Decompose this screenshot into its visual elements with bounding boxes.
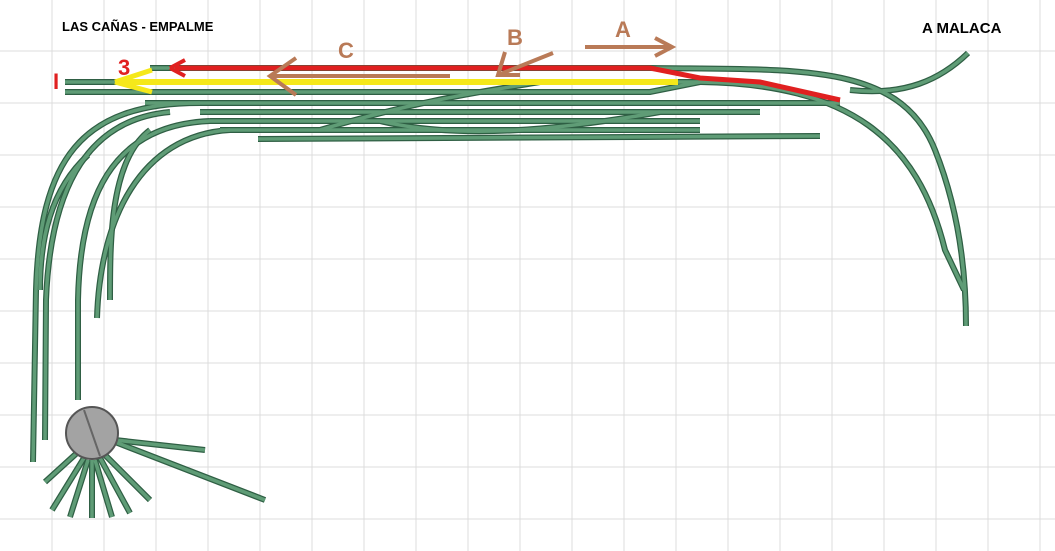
arrow-a: [585, 36, 677, 58]
tracks: [33, 53, 968, 518]
label-track-1: I: [53, 69, 59, 94]
label-a: A: [615, 17, 631, 42]
title: LAS CAÑAS - EMPALME: [62, 19, 214, 34]
arrow-b: [495, 51, 554, 77]
label-c: C: [338, 38, 354, 63]
label-track-3: 3: [118, 55, 130, 80]
yellow-arrow-head: [114, 67, 153, 95]
label-b: B: [507, 25, 523, 50]
red-arrow-head: [169, 58, 186, 78]
routes: [114, 36, 841, 103]
arrow-c: [266, 56, 450, 97]
turntable-bridge: [83, 409, 101, 457]
destination: A MALACA: [922, 20, 1002, 37]
red-route: [175, 65, 841, 103]
